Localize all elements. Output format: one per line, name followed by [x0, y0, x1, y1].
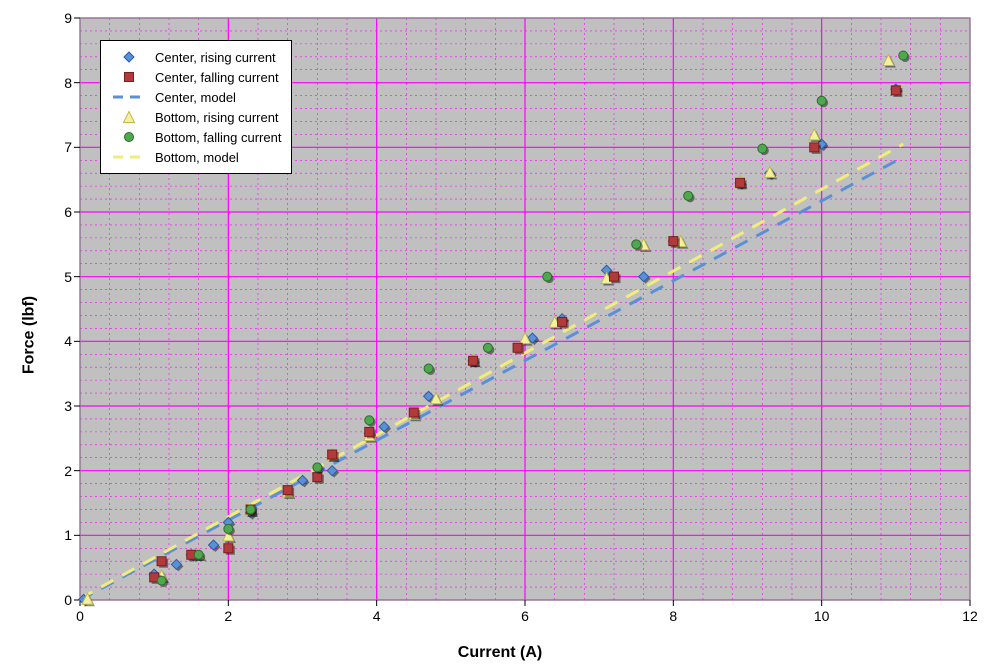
legend-swatch [111, 50, 147, 64]
legend-label: Center, model [155, 90, 236, 105]
legend-swatch [111, 130, 147, 144]
chart-container: Force (lbf) Current (A) 0246810120123456… [0, 0, 1000, 670]
y-tick-label: 8 [52, 75, 72, 91]
x-tick-label: 4 [373, 608, 381, 624]
y-tick-label: 0 [52, 592, 72, 608]
legend-label: Center, rising current [155, 50, 276, 65]
x-tick-label: 2 [224, 608, 232, 624]
legend-item: Center, rising current [111, 47, 281, 67]
legend-item: Bottom, rising current [111, 107, 281, 127]
legend-item: Center, falling current [111, 67, 281, 87]
y-tick-label: 2 [52, 463, 72, 479]
x-tick-label: 6 [521, 608, 529, 624]
legend-swatch [111, 70, 147, 84]
legend-label: Bottom, falling current [155, 130, 281, 145]
y-tick-label: 7 [52, 139, 72, 155]
y-tick-label: 3 [52, 398, 72, 414]
legend: Center, rising current Center, falling cu… [100, 40, 292, 174]
legend-item: Bottom, model [111, 147, 281, 167]
legend-swatch [111, 110, 147, 124]
x-axis-label: Current (A) [458, 644, 542, 662]
y-tick-label: 4 [52, 333, 72, 349]
x-tick-label: 10 [814, 608, 830, 624]
y-tick-label: 9 [52, 10, 72, 26]
legend-label: Bottom, rising current [155, 110, 279, 125]
legend-swatch [111, 90, 147, 104]
x-tick-label: 0 [76, 608, 84, 624]
legend-label: Center, falling current [155, 70, 279, 85]
y-tick-label: 5 [52, 269, 72, 285]
legend-item: Center, model [111, 87, 281, 107]
y-tick-label: 6 [52, 204, 72, 220]
x-tick-label: 12 [962, 608, 978, 624]
legend-label: Bottom, model [155, 150, 239, 165]
legend-swatch [111, 150, 147, 164]
y-tick-label: 1 [52, 527, 72, 543]
legend-item: Bottom, falling current [111, 127, 281, 147]
x-tick-label: 8 [669, 608, 677, 624]
y-axis-label: Force (lbf) [20, 296, 38, 374]
